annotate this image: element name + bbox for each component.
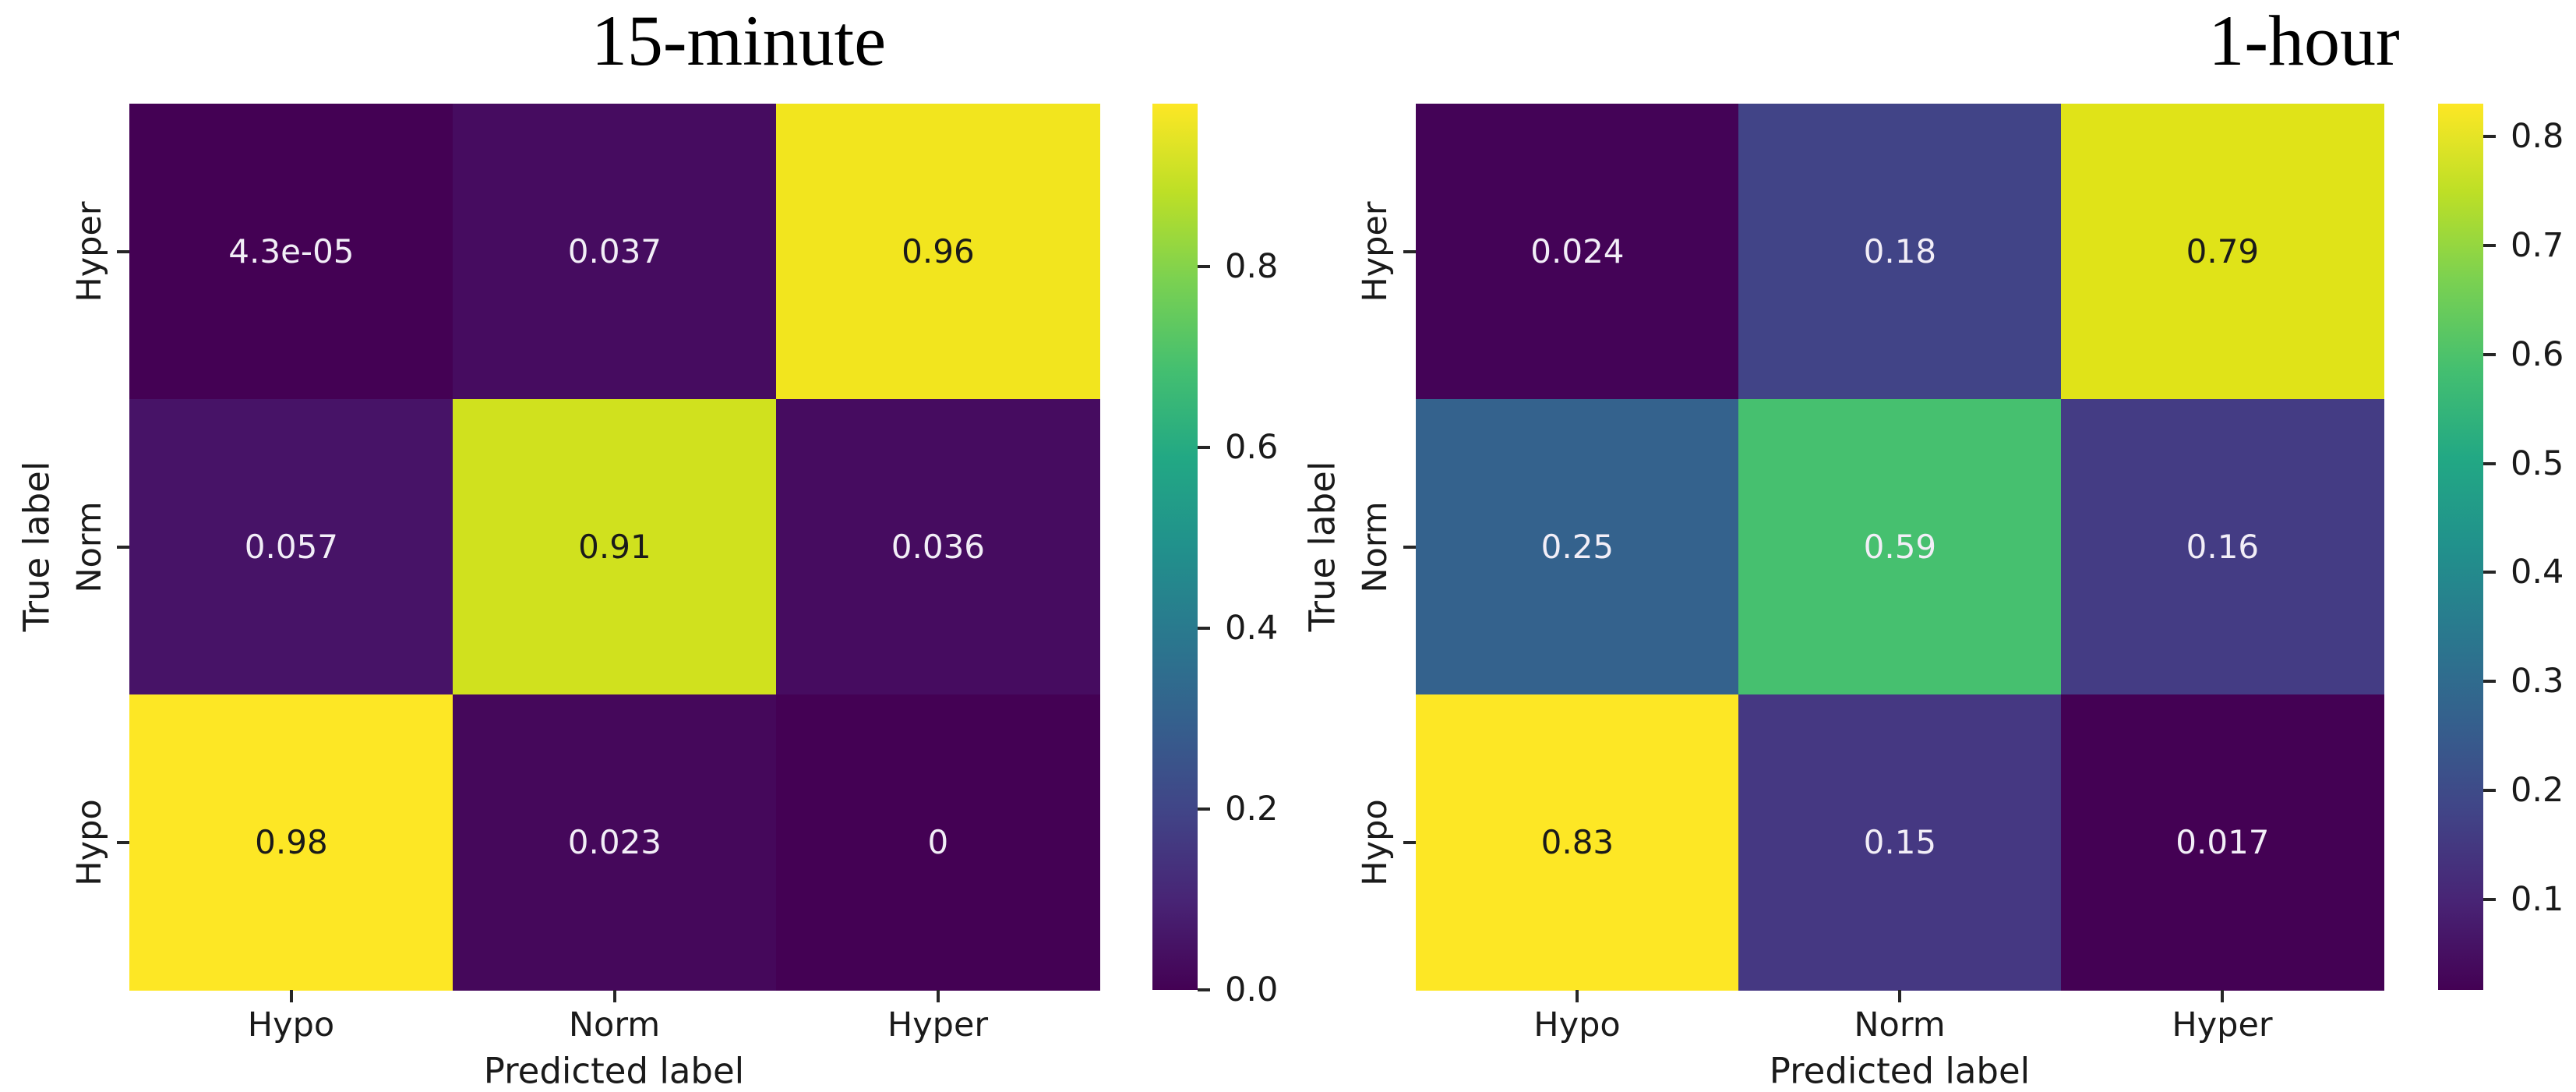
cell-value: 0.25 (1540, 528, 1614, 567)
y-tick-label: Norm (70, 500, 109, 593)
colorbar-tick-label: 0.4 (1225, 608, 1279, 648)
heatmap-cell: 0.023 (453, 694, 777, 991)
chart-title: 15-minute (591, 1, 887, 80)
heatmap-cell: 0.18 (1738, 104, 2062, 400)
heatmap-cell: 0.25 (1416, 399, 1739, 695)
heatmap-cell: 0.79 (2061, 104, 2384, 400)
cell-value: 0.057 (244, 528, 339, 567)
heatmap-cell: 0.98 (129, 694, 453, 991)
colorbar-tick-mark (2483, 680, 2496, 684)
x-tick-mark (1576, 990, 1579, 1002)
x-tick-label: Hypo (247, 1005, 335, 1044)
cell-value: 0.79 (2186, 232, 2260, 271)
heatmap-cell: 0.037 (453, 104, 777, 400)
x-axis-label: Predicted label (1769, 1050, 2031, 1092)
colorbar-tick-label: 0.4 (2511, 553, 2564, 592)
heatmap-1-hour: 0.024 0.18 0.79 0.25 0.59 0.16 0.83 0.15 0.017 (1416, 104, 2384, 991)
colorbar-tick-mark (2483, 243, 2496, 247)
x-tick-label: Hyper (887, 1005, 989, 1044)
colorbar-tick-mark (2483, 461, 2496, 465)
cell-value: 0.91 (578, 528, 651, 567)
colorbar-tick-label: 0.3 (2511, 662, 2564, 701)
colorbar-tick-label: 0.6 (1225, 427, 1279, 467)
y-axis-label: True label (1301, 461, 1343, 632)
colorbar (2438, 104, 2483, 990)
colorbar-tick-label: 0.7 (2511, 225, 2564, 265)
colorbar-tick-label: 0.1 (2511, 879, 2564, 919)
heatmap-cell: 0.15 (1738, 694, 2062, 991)
colorbar-tick-mark (2483, 897, 2496, 901)
x-tick-mark (289, 990, 293, 1002)
y-tick-mark (117, 249, 129, 253)
colorbar-gradient (2438, 104, 2483, 990)
heatmap-cell: 0.057 (129, 399, 453, 695)
y-tick-mark (1403, 840, 1416, 844)
cell-value: 0.16 (2186, 528, 2260, 567)
x-tick-mark (1898, 990, 1901, 1002)
colorbar-tick-label: 0.5 (2511, 444, 2564, 483)
colorbar-tick-mark (2483, 789, 2496, 793)
cell-value: 0.59 (1863, 528, 1937, 567)
heatmap-cell: 0.59 (1738, 399, 2062, 695)
cell-value: 0.83 (1540, 823, 1614, 862)
colorbar-tick-mark (2483, 352, 2496, 356)
heatmap-15-minute: 4.3e-05 0.037 0.96 0.057 0.91 0.036 0.98 0.023 0 (129, 104, 1100, 991)
x-tick-mark (2221, 990, 2224, 1002)
heatmap-cell: 0.017 (2061, 694, 2384, 991)
cell-value: 0 (927, 823, 949, 862)
colorbar-tick-label: 0.8 (1225, 246, 1279, 286)
cell-value: 0.98 (255, 823, 328, 862)
y-tick-mark (117, 840, 129, 844)
x-axis-label: Predicted label (483, 1050, 745, 1092)
colorbar-tick-mark (1198, 807, 1210, 811)
colorbar-tick-mark (1198, 626, 1210, 630)
x-tick-mark (612, 990, 616, 1002)
x-tick-label: Hypo (1533, 1005, 1621, 1044)
cell-value: 4.3e-05 (228, 232, 355, 271)
colorbar-tick-label: 0.0 (1225, 970, 1279, 1009)
colorbar-tick-mark (1198, 264, 1210, 268)
y-tick-mark (1403, 545, 1416, 549)
colorbar (1152, 104, 1198, 990)
colorbar-gradient (1152, 104, 1198, 990)
colorbar-tick-mark (1198, 445, 1210, 449)
heatmap-cell: 0.036 (776, 399, 1100, 695)
cell-value: 0.15 (1863, 823, 1937, 862)
cell-value: 0.036 (891, 528, 986, 567)
colorbar-tick-label: 0.2 (1225, 789, 1279, 829)
heatmap-cell: 0.83 (1416, 694, 1739, 991)
cell-value: 0.024 (1530, 232, 1625, 271)
cell-value: 0.18 (1863, 232, 1937, 271)
colorbar-tick-label: 0.6 (2511, 334, 2564, 374)
chart-title: 1-hour (2208, 1, 2400, 80)
y-tick-label: Norm (1356, 500, 1395, 593)
colorbar-tick-mark (2483, 134, 2496, 138)
heatmap-cell: 4.3e-05 (129, 104, 453, 400)
heatmap-cell: 0.91 (453, 399, 777, 695)
colorbar-tick-mark (2483, 571, 2496, 574)
cell-value: 0.023 (567, 823, 662, 862)
heatmap-cell: 0 (776, 694, 1100, 991)
x-tick-label: Hyper (2172, 1005, 2273, 1044)
y-tick-label: Hypo (1356, 798, 1395, 886)
heatmap-cell: 0.96 (776, 104, 1100, 400)
y-axis-label: True label (16, 461, 58, 632)
y-tick-label: Hyper (70, 200, 109, 302)
heatmap-cell: 0.024 (1416, 104, 1739, 400)
cell-value: 0.017 (2175, 823, 2270, 862)
colorbar-tick-label: 0.8 (2511, 116, 2564, 156)
x-tick-label: Norm (568, 1005, 661, 1044)
x-tick-label: Norm (1854, 1005, 1946, 1044)
heatmap-cell: 0.16 (2061, 399, 2384, 695)
y-tick-label: Hypo (70, 798, 109, 886)
y-tick-mark (1403, 249, 1416, 253)
colorbar-tick-mark (1198, 988, 1210, 991)
cell-value: 0.037 (567, 232, 662, 271)
y-tick-mark (117, 545, 129, 549)
colorbar-tick-label: 0.2 (2511, 771, 2564, 811)
y-tick-label: Hyper (1356, 200, 1395, 302)
cell-value: 0.96 (902, 232, 975, 271)
x-tick-mark (936, 990, 940, 1002)
